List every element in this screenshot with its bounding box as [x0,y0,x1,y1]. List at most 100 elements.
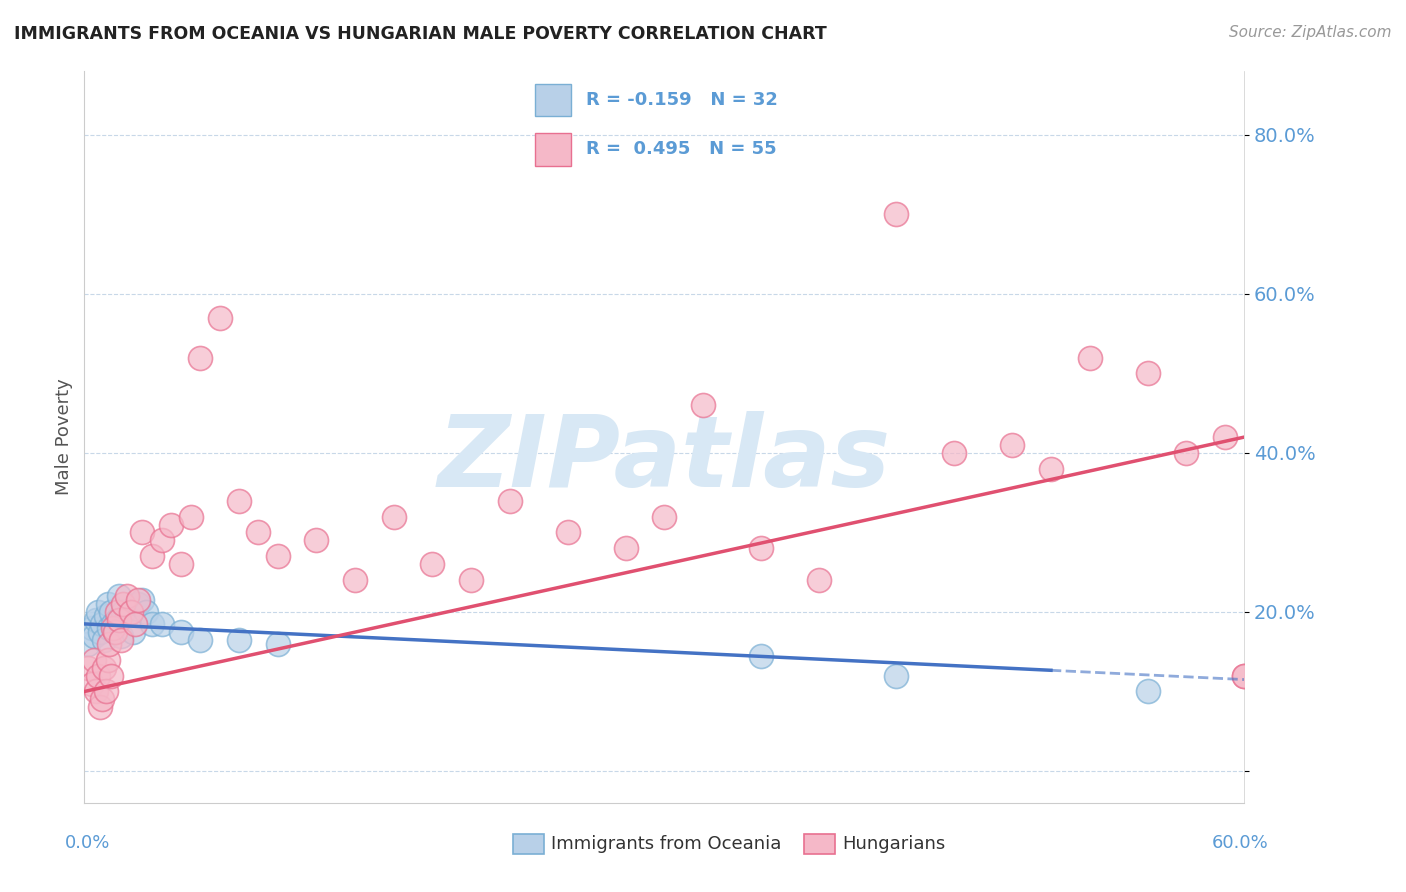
Point [1213,430,1236,444]
Point [1001,438,1024,452]
Point [267,637,290,651]
Point [115,609,138,624]
Point [247,525,270,540]
Point [121,624,143,639]
Point [87,605,110,619]
Point [82,621,104,635]
Point [141,549,163,564]
Text: Hungarians: Hungarians [842,835,945,853]
Point [422,558,444,572]
Point [228,493,250,508]
Text: ZIPatlas: ZIPatlas [437,410,891,508]
Point [1136,367,1159,381]
Point [84,613,107,627]
Point [886,668,908,682]
Text: IMMIGRANTS FROM OCEANIA VS HUNGARIAN MALE POVERTY CORRELATION CHART: IMMIGRANTS FROM OCEANIA VS HUNGARIAN MAL… [14,25,827,43]
Point [808,573,831,587]
Text: R =  0.495   N = 55: R = 0.495 N = 55 [586,141,776,159]
Point [943,446,966,460]
Point [108,613,131,627]
Point [89,624,111,639]
Point [141,616,163,631]
Point [614,541,637,556]
Point [89,700,111,714]
Point [94,609,117,624]
Point [131,525,153,540]
Point [1233,668,1256,682]
Point [87,668,110,682]
Point [344,573,367,587]
Point [749,648,772,663]
Point [83,653,105,667]
Point [96,597,118,611]
Point [110,629,132,643]
Point [105,613,128,627]
Point [90,616,112,631]
Point [112,597,135,611]
Point [128,597,150,611]
Point [267,549,290,564]
Point [382,509,405,524]
Point [652,509,676,524]
Text: R = -0.159   N = 32: R = -0.159 N = 32 [586,91,778,109]
Point [188,632,212,647]
Point [150,616,173,631]
Point [90,692,112,706]
Point [104,624,127,639]
Point [1175,446,1198,460]
Point [77,637,100,651]
Point [103,616,125,631]
Bar [534,134,571,166]
Point [170,624,193,639]
Point [1078,351,1101,365]
Point [105,605,128,619]
Point [104,624,127,639]
Point [93,632,115,647]
Point [131,593,153,607]
Point [499,493,522,508]
Point [124,616,146,631]
Point [98,637,121,651]
Point [228,632,250,647]
Point [160,517,183,532]
Point [103,621,125,635]
Point [77,660,100,674]
Point [460,573,482,587]
Point [128,593,150,607]
Point [1233,668,1256,682]
Point [84,684,107,698]
Point [180,509,202,524]
Bar [513,834,544,854]
Point [120,605,142,619]
Point [115,589,138,603]
Point [1136,684,1159,698]
Point [150,533,173,548]
Text: Immigrants from Oceania: Immigrants from Oceania [551,835,782,853]
Point [557,525,579,540]
Point [305,533,328,548]
Point [112,605,135,619]
Y-axis label: Male Poverty: Male Poverty [55,379,73,495]
Point [135,605,157,619]
Point [170,558,193,572]
Point [100,668,122,682]
Point [98,621,121,635]
Point [692,398,714,412]
Point [82,676,104,690]
Point [96,653,118,667]
Point [100,605,122,619]
Point [886,207,908,221]
Point [1040,462,1063,476]
Bar [804,834,835,854]
Text: 0.0%: 0.0% [65,834,110,852]
Point [83,629,105,643]
Point [93,660,115,674]
Point [94,684,117,698]
Point [108,589,131,603]
Text: Source: ZipAtlas.com: Source: ZipAtlas.com [1229,25,1392,40]
Point [208,310,231,325]
Point [188,351,212,365]
Bar [534,84,571,116]
Point [749,541,772,556]
Text: 60.0%: 60.0% [1212,834,1268,852]
